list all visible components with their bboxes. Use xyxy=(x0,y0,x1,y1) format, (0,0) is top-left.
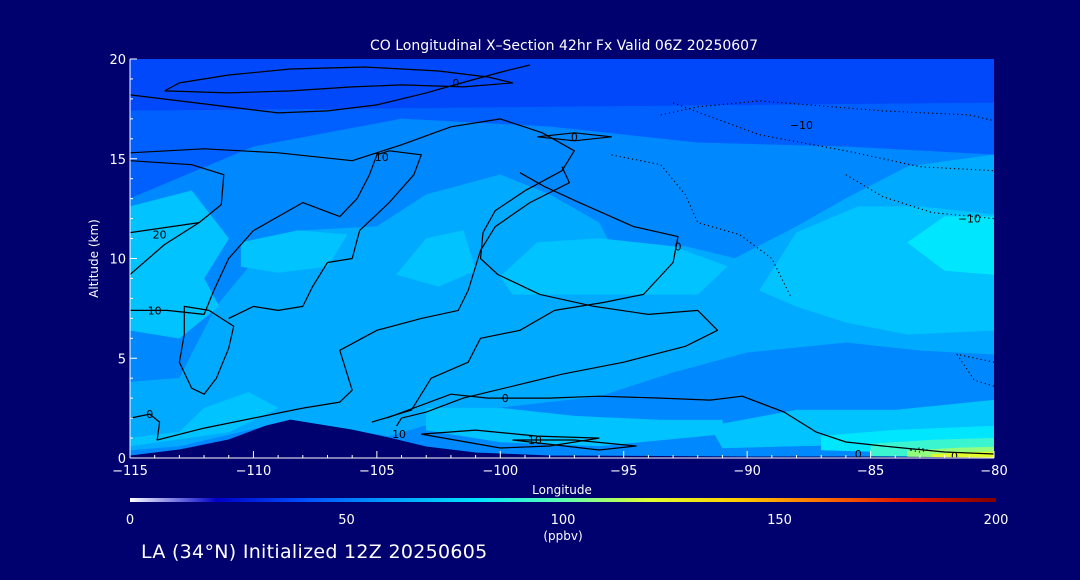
colorbar-tick-label-3: 150 xyxy=(767,513,792,528)
contour-label-2: −10 xyxy=(790,119,813,132)
field-layer-6 xyxy=(396,230,476,287)
field-layer-12 xyxy=(907,216,994,275)
contour-line-6 xyxy=(130,150,422,319)
contour-line-10 xyxy=(421,429,600,449)
contour-line-15 xyxy=(845,174,994,220)
x-tick-label-2: −105 xyxy=(359,464,395,479)
colorbar: 0 50 100 150 200 (ppbv) xyxy=(126,498,1009,543)
y-tick-label-2: 10 xyxy=(109,253,126,268)
x-tick-label-4: −95 xyxy=(610,464,637,479)
colorbar-tick-label-2: 100 xyxy=(551,513,576,528)
contour-label-11: 10 xyxy=(528,434,542,447)
colorbar-tick-label-1: 50 xyxy=(338,513,355,528)
footer-title: LA (34°N) Initialized 12Z 20250605 xyxy=(141,541,488,563)
contour-line-2 xyxy=(130,64,531,114)
contour-line-0 xyxy=(164,66,514,94)
contour-line-7 xyxy=(130,166,570,441)
colorbar-unit: (ppbv) xyxy=(543,529,582,543)
contour-line-8 xyxy=(371,172,679,423)
plot-clip-group: 0 0 −10 10 −10 20 0 10 0 0 10 10 0 0 xyxy=(130,59,994,463)
colorbar-tick-label-4: 200 xyxy=(984,513,1009,528)
contour-line-3 xyxy=(130,118,719,427)
x-tick-label-5: −90 xyxy=(733,464,760,479)
contour-label-4: −10 xyxy=(958,213,981,226)
terrain-mask xyxy=(130,419,994,458)
x-tick-label-3: −100 xyxy=(482,464,518,479)
x-tick-label-7: −80 xyxy=(980,464,1007,479)
colorbar-tick-label-0: 0 xyxy=(126,513,134,528)
contour-line-13 xyxy=(660,100,994,122)
field-layer-9 xyxy=(130,391,279,447)
x-axis-label: Longitude xyxy=(532,483,592,497)
colorbar-bar xyxy=(130,498,996,502)
contour-label-10: 10 xyxy=(392,428,406,441)
chart-title: CO Longitudinal X–Section 42hr Fx Valid … xyxy=(370,38,758,54)
contour-line-4 xyxy=(130,160,225,234)
contour-label-6: 0 xyxy=(675,241,682,254)
contour-label-8: 0 xyxy=(146,408,153,421)
y-axis-label: Altitude (km) xyxy=(87,219,101,298)
x-tick-label-6: −85 xyxy=(857,464,884,479)
contour-label-12: 0 xyxy=(855,448,862,461)
field-layer-0 xyxy=(130,59,994,112)
y-tick-label-0: 0 xyxy=(118,452,126,467)
contour-line-11 xyxy=(512,439,637,451)
contour-line-5 xyxy=(130,222,200,275)
contour-label-13: 0 xyxy=(951,450,958,463)
contour-label-1: 0 xyxy=(571,131,578,144)
contour-label-9: 0 xyxy=(502,392,509,405)
y-tick-label-1: 5 xyxy=(118,352,126,367)
contour-line-12 xyxy=(178,305,235,395)
x-tick-label-0: −115 xyxy=(112,464,148,479)
contour-line-9 xyxy=(386,393,994,455)
field-layer-4 xyxy=(130,190,230,339)
plot-area: 0 0 −10 10 −10 20 0 10 0 0 10 10 0 0 xyxy=(130,59,994,463)
y-tick-label-4: 20 xyxy=(109,53,126,68)
contour-label-5: 20 xyxy=(153,229,167,242)
contour-label-0: 0 xyxy=(452,77,459,90)
contour-label-3: 10 xyxy=(375,151,389,164)
contour-line-18 xyxy=(909,447,928,453)
field-layer-5 xyxy=(240,230,348,273)
x-tick-label-1: −110 xyxy=(236,464,272,479)
y-tick-label-3: 15 xyxy=(109,153,126,168)
contour-line-1 xyxy=(537,132,612,142)
contour-label-7: 10 xyxy=(148,304,162,317)
